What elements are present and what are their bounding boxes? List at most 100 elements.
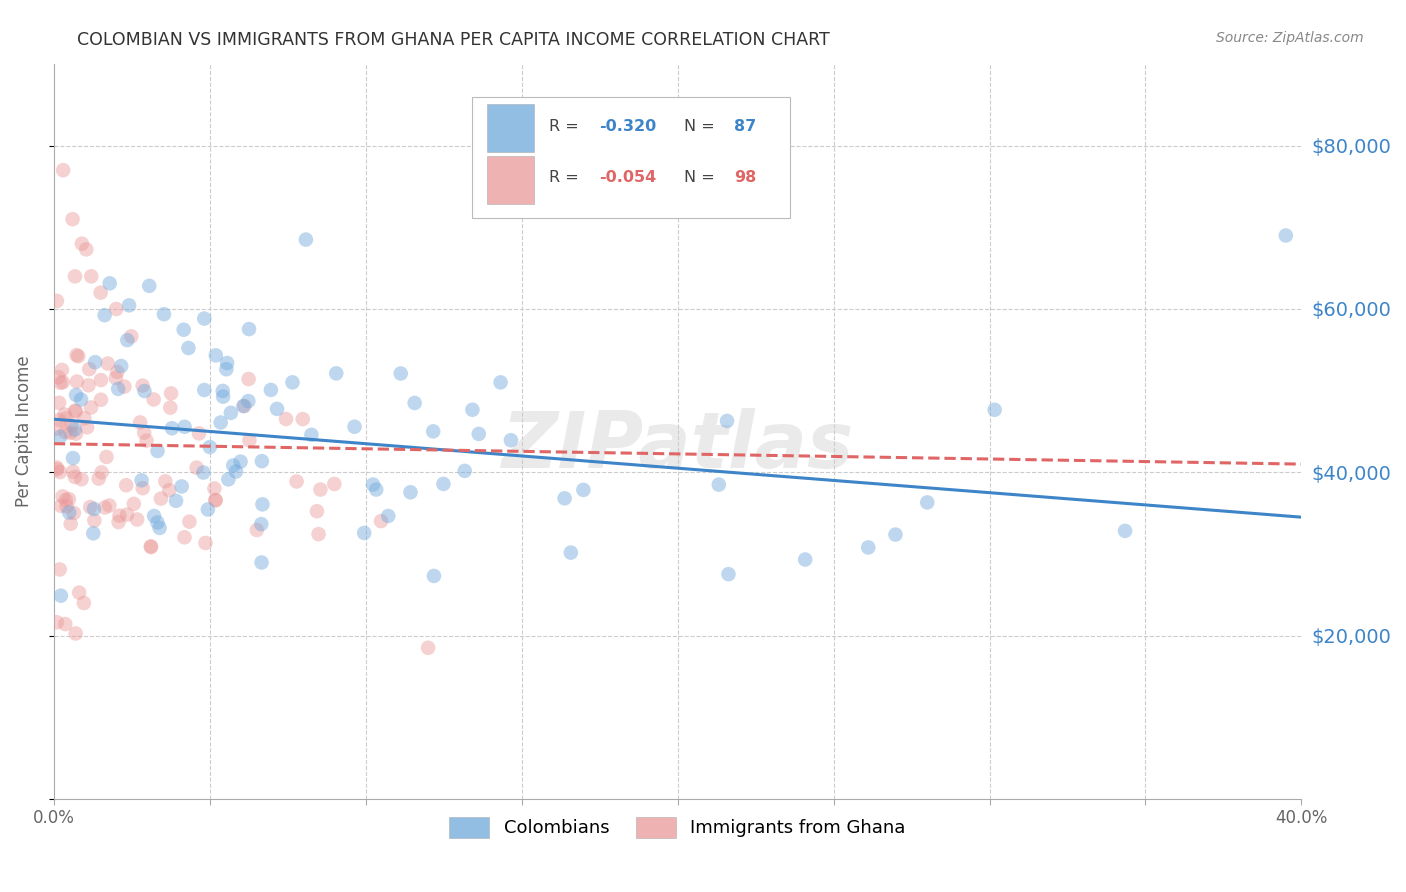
- Point: [67, 349, 90, 363]
- Point: [53, 617, 76, 632]
- Point: [98, 499, 121, 513]
- Point: [96, 450, 118, 464]
- Point: [134, 384, 156, 398]
- Point: [52, 376, 75, 390]
- Point: [197, 502, 219, 516]
- Point: [94, 500, 117, 515]
- Point: [46, 460, 69, 475]
- Point: [75, 243, 97, 257]
- Point: [107, 382, 129, 396]
- Point: [48, 396, 70, 410]
- Point: [193, 311, 215, 326]
- Point: [499, 434, 522, 448]
- Point: [212, 390, 235, 404]
- Point: [468, 426, 491, 441]
- Legend: Colombians, Immigrants from Ghana: Colombians, Immigrants from Ghana: [443, 810, 912, 845]
- Point: [361, 477, 384, 491]
- Point: [146, 516, 169, 530]
- Point: [399, 485, 422, 500]
- Point: [131, 473, 153, 487]
- Point: [155, 475, 177, 489]
- Point: [489, 376, 512, 390]
- Text: -0.054: -0.054: [599, 170, 657, 186]
- Point: [173, 419, 195, 434]
- Point: [131, 378, 153, 392]
- Point: [65, 404, 87, 418]
- Point: [299, 427, 322, 442]
- Point: [46, 422, 69, 436]
- Point: [107, 515, 129, 529]
- Point: [246, 523, 269, 537]
- Point: [250, 517, 273, 532]
- Point: [77, 362, 100, 376]
- Point: [204, 348, 226, 362]
- Point: [238, 394, 260, 409]
- Point: [461, 402, 484, 417]
- Point: [52, 490, 75, 504]
- Point: [139, 540, 162, 554]
- Point: [173, 323, 195, 337]
- Text: R =: R =: [550, 119, 583, 134]
- Point: [62, 212, 84, 227]
- Point: [105, 301, 128, 316]
- Point: [217, 356, 239, 370]
- Point: [884, 527, 907, 541]
- Point: [48, 562, 70, 576]
- Point: [716, 414, 738, 428]
- Point: [46, 615, 69, 630]
- Point: [325, 367, 347, 381]
- Point: [707, 477, 730, 491]
- Point: [1275, 228, 1298, 243]
- FancyBboxPatch shape: [486, 156, 534, 203]
- Point: [250, 556, 273, 570]
- Point: [46, 462, 69, 476]
- Point: [90, 285, 112, 300]
- FancyBboxPatch shape: [486, 104, 534, 153]
- Point: [127, 512, 149, 526]
- Point: [1114, 524, 1136, 538]
- Point: [80, 401, 103, 415]
- Point: [77, 378, 100, 392]
- Point: [129, 416, 152, 430]
- Point: [90, 373, 112, 387]
- Point: [353, 526, 375, 541]
- Point: [215, 362, 238, 376]
- Point: [49, 499, 72, 513]
- Text: ZIPatlas: ZIPatlas: [502, 409, 853, 484]
- Point: [159, 401, 181, 415]
- Point: [291, 412, 314, 426]
- Point: [63, 506, 86, 520]
- Point: [49, 589, 72, 603]
- Point: [238, 322, 260, 336]
- Point: [90, 392, 112, 407]
- Point: [118, 298, 141, 312]
- Point: [142, 392, 165, 407]
- Text: COLOMBIAN VS IMMIGRANTS FROM GHANA PER CAPITA INCOME CORRELATION CHART: COLOMBIAN VS IMMIGRANTS FROM GHANA PER C…: [77, 31, 830, 49]
- Point: [983, 402, 1005, 417]
- Point: [217, 472, 239, 486]
- Point: [80, 269, 103, 284]
- Point: [416, 640, 439, 655]
- Point: [454, 464, 477, 478]
- Point: [432, 477, 454, 491]
- Point: [63, 403, 86, 417]
- Point: [63, 422, 86, 436]
- Point: [238, 372, 260, 386]
- Point: [62, 451, 84, 466]
- Point: [717, 567, 740, 582]
- Point: [238, 434, 260, 448]
- Point: [65, 426, 87, 441]
- Point: [165, 493, 187, 508]
- Point: [110, 359, 132, 373]
- Point: [160, 421, 183, 435]
- Point: [120, 329, 142, 343]
- Point: [266, 401, 288, 416]
- Point: [63, 470, 86, 484]
- Text: Source: ZipAtlas.com: Source: ZipAtlas.com: [1216, 31, 1364, 45]
- Point: [219, 406, 242, 420]
- Point: [55, 492, 77, 507]
- Point: [193, 466, 215, 480]
- Point: [49, 465, 72, 479]
- Point: [186, 460, 208, 475]
- Point: [225, 465, 247, 479]
